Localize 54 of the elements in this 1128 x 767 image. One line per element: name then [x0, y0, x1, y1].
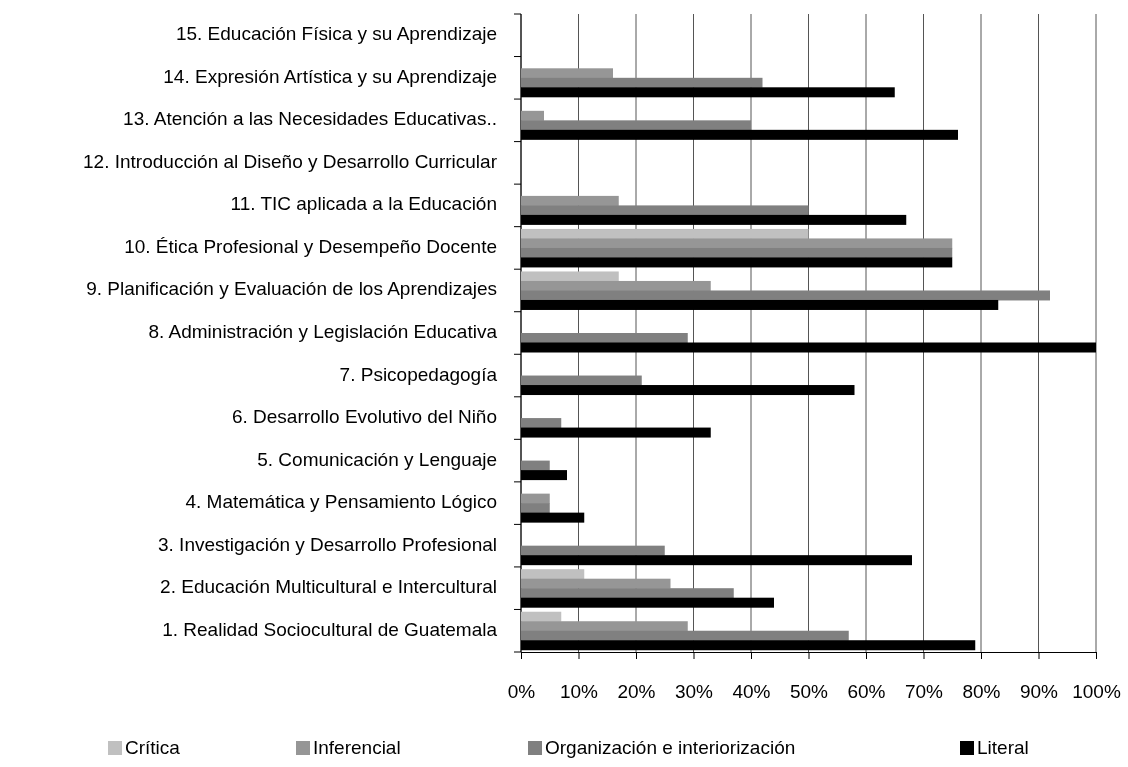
bar [521, 630, 849, 641]
x-tick-label: 50% [789, 681, 829, 703]
y-tick-label: 13. Atención a las Necesidades Educativas.. [123, 108, 497, 130]
legend-label: Crítica [125, 737, 181, 759]
bar [521, 418, 562, 429]
legend-label: Literal [977, 737, 1029, 759]
bar [521, 271, 619, 282]
bar [521, 238, 953, 249]
bar [521, 375, 642, 386]
y-tick-label: 11. TIC aplicada a la Educación [230, 193, 497, 215]
bar [521, 68, 613, 79]
x-tick-label: 0% [507, 681, 536, 703]
legend-label: Inferencial [313, 737, 401, 759]
bar [521, 195, 619, 206]
bar [521, 205, 809, 216]
bar [521, 77, 763, 88]
bar [521, 493, 550, 504]
bar [521, 290, 1050, 301]
y-tick-label: 7. Psicopedagogía [339, 363, 498, 385]
y-tick-label: 10. Ética Profesional y Desempeño Docente [124, 235, 497, 257]
x-tick-label: 90% [1019, 681, 1059, 703]
bar [521, 545, 665, 556]
bar [521, 120, 751, 131]
x-tick-label: 80% [962, 681, 1001, 703]
y-tick-label: 14. Expresión Artística y su Aprendizaje [163, 65, 497, 87]
bar [521, 280, 711, 291]
y-tick-label: 1. Realidad Sociocultural de Guatemala [162, 618, 498, 640]
x-tick-label: 10% [559, 681, 599, 703]
x-tick-label: 40% [732, 681, 771, 703]
y-tick-label: 12. Introducción al Diseño y Desarrollo Curricular [83, 150, 498, 172]
y-tick-label: 4. Matemática y Pensamiento Lógico [185, 491, 497, 513]
x-tick-label: 60% [847, 681, 886, 703]
y-tick-label: 5. Comunicación y Lenguaje [257, 448, 497, 470]
legend-label: Organización e interiorización [545, 737, 796, 759]
y-tick-label: 15. Educación Física y su Aprendizaje [175, 23, 497, 45]
y-tick-label: 2. Educación Multicultural e Intercultural [160, 576, 497, 598]
bar [521, 333, 688, 343]
x-tick-label: 70% [904, 681, 944, 703]
y-tick-label: 8. Administración y Legislación Educativa [148, 321, 498, 343]
bar [521, 460, 550, 471]
bar [521, 247, 953, 258]
x-tick-label: 100% [1072, 681, 1121, 703]
x-tick-label: 30% [674, 681, 714, 703]
y-tick-label: 6. Desarrollo Evolutivo del Niño [231, 406, 497, 428]
bar [521, 569, 585, 580]
bar [521, 503, 550, 514]
y-tick-label: 9. Planificación y Evaluación de los Aprendizajes [86, 278, 497, 300]
bar [521, 621, 688, 632]
bar [521, 588, 734, 599]
x-tick-label: 20% [617, 681, 656, 703]
y-tick-label: 3. Investigación y Desarrollo Profesional [157, 533, 497, 555]
bar [521, 228, 809, 239]
bar [521, 110, 544, 121]
bar [521, 578, 671, 589]
